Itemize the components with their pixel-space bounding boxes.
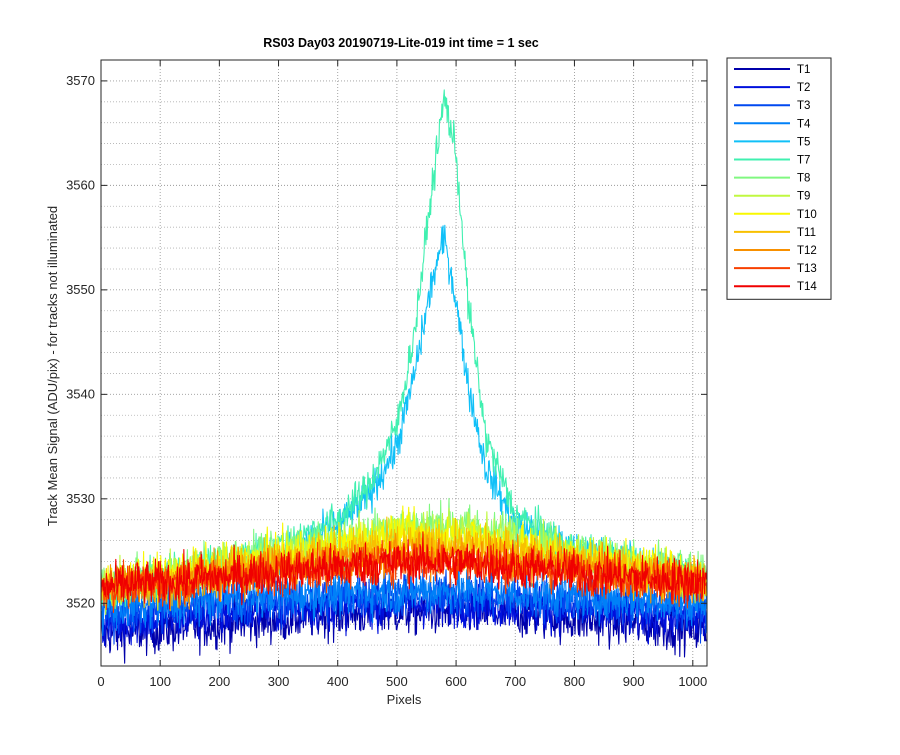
y-tick-label: 3520 [66, 595, 95, 610]
legend-label-T13: T13 [797, 263, 817, 275]
legend: T1 T2 T3 T4 T5 T7 T8 T9 T10 T11 T12 T13 T14 [726, 57, 832, 300]
x-tick-label: 700 [504, 674, 526, 689]
legend-label-T1: T1 [797, 64, 810, 76]
x-tick-label: 500 [386, 674, 408, 689]
x-tick-label: 800 [564, 674, 586, 689]
y-axis-label: Track Mean Signal (ADU/pix) - for tracks… [45, 206, 60, 526]
legend-label-T10: T10 [797, 209, 817, 221]
legend-label-T2: T2 [797, 82, 810, 94]
legend-label-T8: T8 [797, 173, 810, 185]
legend-label-T5: T5 [797, 136, 810, 148]
x-tick-label: 900 [623, 674, 645, 689]
y-tick-label: 3560 [66, 177, 95, 192]
y-tick-label: 3570 [66, 73, 95, 88]
axes-box [100, 59, 708, 667]
legend-label-T12: T12 [797, 245, 817, 257]
series-group [101, 89, 707, 664]
legend-label-T3: T3 [797, 100, 810, 112]
x-axis-label: Pixels [387, 692, 422, 707]
y-tick-label: 3550 [66, 282, 95, 297]
x-tick-label: 1000 [678, 674, 707, 689]
legend-label-T4: T4 [797, 118, 811, 130]
legend-box [726, 57, 832, 300]
x-tick-label: 400 [327, 674, 349, 689]
y-tick-label: 3540 [66, 386, 95, 401]
x-tick-label: 100 [149, 674, 171, 689]
x-tick-label: 300 [268, 674, 290, 689]
series-line-T14 [101, 531, 707, 610]
legend-label-T14: T14 [797, 281, 817, 293]
legend-label-T9: T9 [797, 191, 810, 203]
x-tick-label: 200 [209, 674, 231, 689]
x-tick-label: 0 [97, 674, 104, 689]
x-tick-label: 600 [445, 674, 467, 689]
series-line-T4 [101, 560, 707, 637]
y-tick-label: 3530 [66, 491, 95, 506]
legend-label-T7: T7 [797, 155, 810, 167]
legend-label-T11: T11 [797, 227, 816, 239]
chart-title: RS03 Day03 20190719-Lite-019 int time = … [263, 36, 539, 50]
